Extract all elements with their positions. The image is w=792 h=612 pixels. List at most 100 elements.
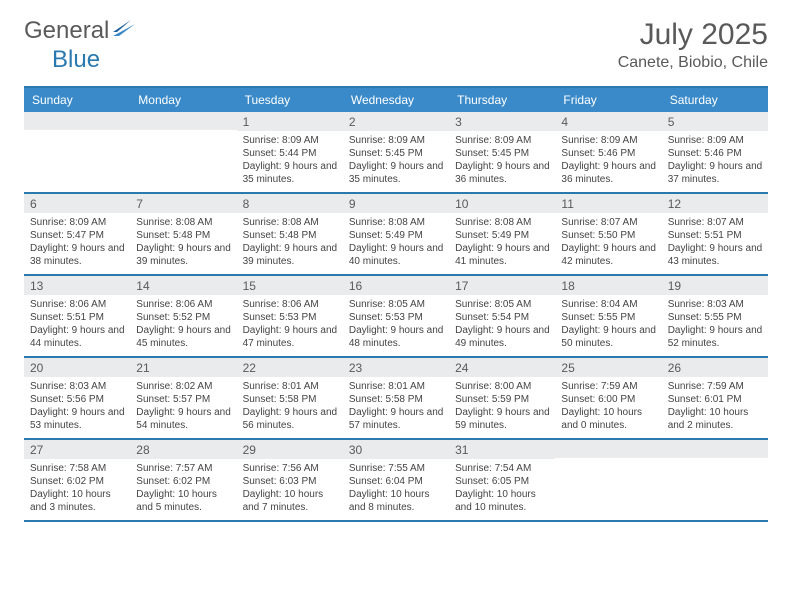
day-number: 22 — [237, 358, 343, 377]
daylight-line: Daylight: 9 hours and 52 minutes. — [668, 324, 763, 350]
sunset-line: Sunset: 5:45 PM — [455, 147, 550, 160]
day-number: 30 — [343, 440, 449, 459]
day-details: Sunrise: 8:09 AMSunset: 5:47 PMDaylight:… — [24, 213, 130, 274]
daylight-line: Daylight: 9 hours and 36 minutes. — [561, 160, 656, 186]
sunrise-line: Sunrise: 8:06 AM — [30, 298, 125, 311]
calendar-cell: 7Sunrise: 8:08 AMSunset: 5:48 PMDaylight… — [130, 194, 236, 274]
sunset-line: Sunset: 5:58 PM — [243, 393, 338, 406]
sunset-line: Sunset: 6:00 PM — [561, 393, 656, 406]
day-details: Sunrise: 7:57 AMSunset: 6:02 PMDaylight:… — [130, 459, 236, 520]
day-details: Sunrise: 8:08 AMSunset: 5:48 PMDaylight:… — [130, 213, 236, 274]
day-details: Sunrise: 8:03 AMSunset: 5:55 PMDaylight:… — [662, 295, 768, 356]
sunrise-line: Sunrise: 8:05 AM — [349, 298, 444, 311]
month-title: July 2025 — [618, 18, 768, 52]
sunset-line: Sunset: 5:59 PM — [455, 393, 550, 406]
daylight-line: Daylight: 9 hours and 53 minutes. — [30, 406, 125, 432]
day-number — [24, 112, 130, 130]
day-number: 15 — [237, 276, 343, 295]
calendar-cell: 17Sunrise: 8:05 AMSunset: 5:54 PMDayligh… — [449, 276, 555, 356]
day-details: Sunrise: 8:09 AMSunset: 5:46 PMDaylight:… — [555, 131, 661, 192]
daylight-line: Daylight: 9 hours and 39 minutes. — [136, 242, 231, 268]
sunrise-line: Sunrise: 7:56 AM — [243, 462, 338, 475]
day-number: 28 — [130, 440, 236, 459]
day-details: Sunrise: 8:07 AMSunset: 5:51 PMDaylight:… — [662, 213, 768, 274]
calendar-cell: 12Sunrise: 8:07 AMSunset: 5:51 PMDayligh… — [662, 194, 768, 274]
daylight-line: Daylight: 9 hours and 43 minutes. — [668, 242, 763, 268]
day-details: Sunrise: 8:06 AMSunset: 5:52 PMDaylight:… — [130, 295, 236, 356]
daylight-line: Daylight: 10 hours and 3 minutes. — [30, 488, 125, 514]
day-details — [130, 130, 236, 188]
sunrise-line: Sunrise: 7:57 AM — [136, 462, 231, 475]
day-details: Sunrise: 7:56 AMSunset: 6:03 PMDaylight:… — [237, 459, 343, 520]
daylight-line: Daylight: 9 hours and 45 minutes. — [136, 324, 231, 350]
sunset-line: Sunset: 5:46 PM — [668, 147, 763, 160]
sunrise-line: Sunrise: 8:05 AM — [455, 298, 550, 311]
daylight-line: Daylight: 9 hours and 49 minutes. — [455, 324, 550, 350]
calendar-week: 27Sunrise: 7:58 AMSunset: 6:02 PMDayligh… — [24, 440, 768, 522]
calendar-cell: 23 Sunrise: 8:01 AMSunset: 5:58 PMDayligh… — [343, 358, 449, 438]
sunset-line: Sunset: 5:50 PM — [561, 229, 656, 242]
day-details: Sunrise: 8:09 AMSunset: 5:46 PMDaylight:… — [662, 131, 768, 192]
day-details — [24, 130, 130, 188]
day-details: Sunrise: 8:08 AMSunset: 5:49 PMDaylight:… — [343, 213, 449, 274]
day-number: 18 — [555, 276, 661, 295]
sunset-line: Sunset: 5:55 PM — [668, 311, 763, 324]
calendar-cell: 1Sunrise: 8:09 AMSunset: 5:44 PMDaylight… — [237, 112, 343, 192]
day-details: Sunrise: 8:00 AMSunset: 5:59 PMDaylight:… — [449, 377, 555, 438]
flag-icon — [113, 18, 135, 43]
sunrise-line: Sunrise: 8:09 AM — [455, 134, 550, 147]
daylight-line: Daylight: 9 hours and 44 minutes. — [30, 324, 125, 350]
daylight-line: Daylight: 9 hours and 47 minutes. — [243, 324, 338, 350]
day-number: 7 — [130, 194, 236, 213]
dow-header: Sunday — [24, 88, 130, 112]
sunrise-line: Sunrise: 8:09 AM — [561, 134, 656, 147]
day-details: Sunrise: 7:55 AMSunset: 6:04 PMDaylight:… — [343, 459, 449, 520]
calendar-cell: 9Sunrise: 8:08 AMSunset: 5:49 PMDaylight… — [343, 194, 449, 274]
sunrise-line: Sunrise: 8:01 AM — [349, 380, 444, 393]
sunrise-line: Sunrise: 7:59 AM — [668, 380, 763, 393]
daylight-line: Daylight: 9 hours and 40 minutes. — [349, 242, 444, 268]
sunset-line: Sunset: 5:44 PM — [243, 147, 338, 160]
sunrise-line: Sunrise: 8:04 AM — [561, 298, 656, 311]
day-details: Sunrise: 8:06 AMSunset: 5:51 PMDaylight:… — [24, 295, 130, 356]
day-details: Sunrise: 8:08 AMSunset: 5:48 PMDaylight:… — [237, 213, 343, 274]
calendar-cell: 14Sunrise: 8:06 AMSunset: 5:52 PMDayligh… — [130, 276, 236, 356]
day-details: Sunrise: 8:03 AMSunset: 5:56 PMDaylight:… — [24, 377, 130, 438]
calendar-cell: 20Sunrise: 8:03 AMSunset: 5:56 PMDayligh… — [24, 358, 130, 438]
day-details: Sunrise: 8:05 AMSunset: 5:54 PMDaylight:… — [449, 295, 555, 356]
dow-header: Tuesday — [237, 88, 343, 112]
brand-text-2: Blue — [52, 46, 100, 73]
sunset-line: Sunset: 5:58 PM — [349, 393, 444, 406]
sunset-line: Sunset: 5:53 PM — [349, 311, 444, 324]
daylight-line: Daylight: 10 hours and 10 minutes. — [455, 488, 550, 514]
sunrise-line: Sunrise: 8:07 AM — [668, 216, 763, 229]
title-block: July 2025 Canete, Biobio, Chile — [618, 18, 768, 72]
calendar-cell: 16Sunrise: 8:05 AMSunset: 5:53 PMDayligh… — [343, 276, 449, 356]
calendar-cell — [662, 440, 768, 520]
day-details: Sunrise: 8:09 AMSunset: 5:45 PMDaylight:… — [343, 131, 449, 192]
daylight-line: Daylight: 9 hours and 48 minutes. — [349, 324, 444, 350]
daylight-line: Daylight: 9 hours and 41 minutes. — [455, 242, 550, 268]
day-number: 10 — [449, 194, 555, 213]
calendar-cell: 26Sunrise: 7:59 AMSunset: 6:01 PMDayligh… — [662, 358, 768, 438]
sunrise-line: Sunrise: 7:59 AM — [561, 380, 656, 393]
daylight-line: Daylight: 9 hours and 50 minutes. — [561, 324, 656, 350]
sunrise-line: Sunrise: 8:07 AM — [561, 216, 656, 229]
daylight-line: Daylight: 10 hours and 7 minutes. — [243, 488, 338, 514]
dow-header: Thursday — [449, 88, 555, 112]
day-number: 1 — [237, 112, 343, 131]
day-details: Sunrise: 7:58 AMSunset: 6:02 PMDaylight:… — [24, 459, 130, 520]
day-number: 3 — [449, 112, 555, 131]
day-number: 17 — [449, 276, 555, 295]
sunset-line: Sunset: 5:54 PM — [455, 311, 550, 324]
sunset-line: Sunset: 5:57 PM — [136, 393, 231, 406]
day-number: 11 — [555, 194, 661, 213]
sunset-line: Sunset: 5:55 PM — [561, 311, 656, 324]
calendar-cell: 25Sunrise: 7:59 AMSunset: 6:00 PMDayligh… — [555, 358, 661, 438]
calendar-week: 13Sunrise: 8:06 AMSunset: 5:51 PMDayligh… — [24, 276, 768, 358]
daylight-line: Daylight: 9 hours and 57 minutes. — [349, 406, 444, 432]
sunset-line: Sunset: 5:46 PM — [561, 147, 656, 160]
sunrise-line: Sunrise: 8:08 AM — [136, 216, 231, 229]
calendar-cell: 31Sunrise: 7:54 AMSunset: 6:05 PMDayligh… — [449, 440, 555, 520]
day-number: 23 — [343, 358, 449, 377]
